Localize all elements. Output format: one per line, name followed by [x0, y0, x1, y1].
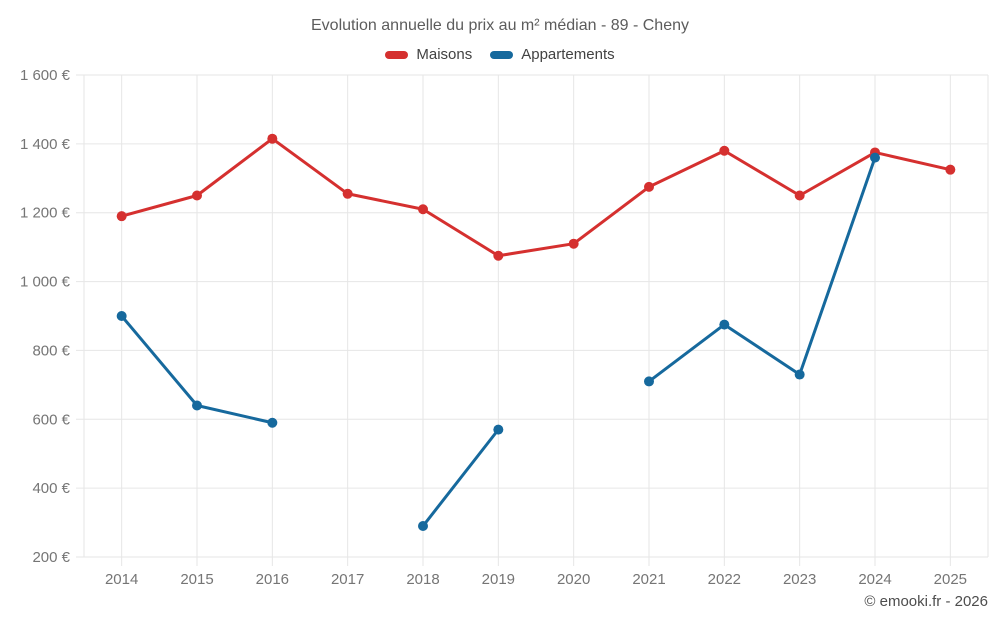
svg-text:2018: 2018 — [406, 571, 439, 588]
svg-text:1 200 €: 1 200 € — [20, 205, 71, 222]
svg-text:2014: 2014 — [105, 571, 138, 588]
svg-text:2024: 2024 — [858, 571, 891, 588]
legend-label-maisons: Maisons — [416, 46, 473, 63]
svg-text:1 000 €: 1 000 € — [20, 274, 71, 291]
svg-text:600 €: 600 € — [32, 411, 70, 428]
svg-text:2020: 2020 — [557, 571, 590, 588]
svg-text:1 600 €: 1 600 € — [20, 67, 71, 84]
legend-swatch-appartements-icon — [490, 50, 514, 59]
svg-text:800 €: 800 € — [32, 342, 70, 359]
legend-label-appartements: Appartements — [521, 46, 615, 63]
svg-text:2023: 2023 — [783, 571, 816, 588]
legend-item-appartements[interactable]: Appartements — [490, 46, 615, 63]
svg-text:2019: 2019 — [482, 571, 515, 588]
svg-text:2016: 2016 — [256, 571, 289, 588]
legend-item-maisons[interactable]: Maisons — [385, 46, 472, 63]
chart-title: Evolution annuelle du prix au m² médian … — [311, 17, 689, 34]
copyright-footer: © emooki.fr - 2026 — [864, 593, 988, 610]
svg-text:2015: 2015 — [180, 571, 213, 588]
svg-text:2021: 2021 — [632, 571, 665, 588]
svg-text:2025: 2025 — [934, 571, 967, 588]
svg-text:1 400 €: 1 400 € — [20, 136, 71, 153]
legend-swatch-maisons-icon — [385, 50, 409, 59]
svg-text:200 €: 200 € — [32, 549, 70, 566]
svg-text:2022: 2022 — [708, 571, 741, 588]
svg-text:2017: 2017 — [331, 571, 364, 588]
chart-legend: Maisons Appartements — [0, 46, 1000, 63]
svg-text:400 €: 400 € — [32, 480, 70, 497]
